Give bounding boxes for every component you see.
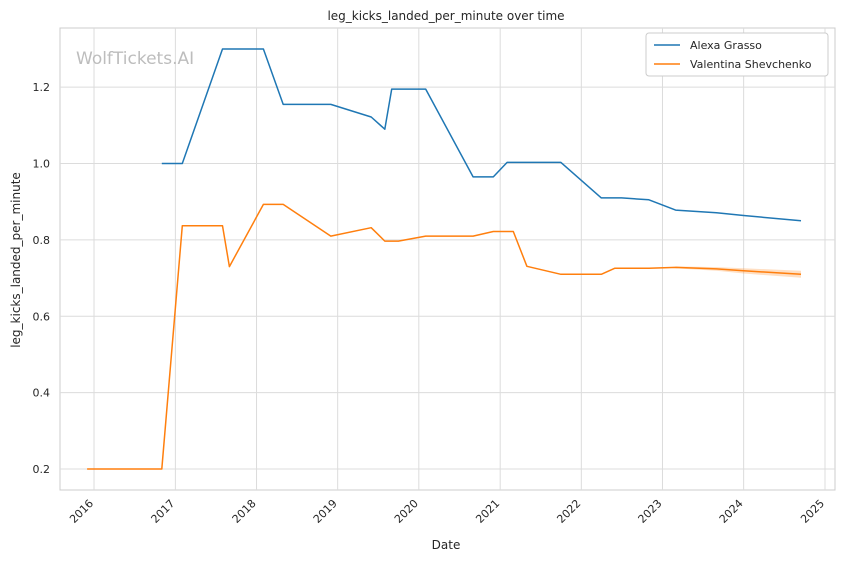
x-tick-label: 2022 bbox=[554, 497, 583, 526]
y-tick-label: 0.4 bbox=[33, 387, 51, 400]
legend-label-valentina-shevchenko: Valentina Shevchenko bbox=[690, 58, 812, 71]
series-lines bbox=[87, 48, 802, 470]
series-line-alexa-grasso bbox=[161, 48, 802, 222]
x-tick-label: 2019 bbox=[311, 497, 340, 526]
x-tick-label: 2021 bbox=[473, 497, 502, 526]
x-axis-title: Date bbox=[432, 538, 461, 552]
chart-title: leg_kicks_landed_per_minute over time bbox=[327, 9, 564, 23]
y-tick-label: 0.8 bbox=[33, 234, 51, 247]
legend-label-alexa-grasso: Alexa Grasso bbox=[690, 39, 762, 52]
x-tick-label: 2018 bbox=[230, 497, 259, 526]
x-tick-label: 2024 bbox=[717, 497, 746, 526]
watermark: WolfTickets.AI bbox=[76, 49, 194, 69]
plot-area bbox=[59, 27, 836, 491]
y-tick-label: 0.6 bbox=[33, 310, 51, 323]
x-tick-label: 2025 bbox=[798, 497, 827, 526]
y-tick-label: 1.0 bbox=[33, 158, 51, 171]
x-tick-label: 2020 bbox=[392, 497, 421, 526]
y-axis-ticks: 0.2 0.4 0.6 0.8 1.0 1.2 bbox=[33, 81, 51, 476]
x-tick-label: 2017 bbox=[149, 497, 178, 526]
y-tick-label: 1.2 bbox=[33, 81, 51, 94]
series-line-valentina-shevchenko bbox=[87, 203, 802, 470]
grid-lines bbox=[60, 28, 835, 490]
legend-box bbox=[645, 32, 829, 77]
legend: Alexa Grasso Valentina Shevchenko bbox=[645, 32, 829, 77]
x-tick-label: 2023 bbox=[636, 497, 665, 526]
x-axis-ticks: 2016 2017 2018 2019 2020 2021 2022 2023 2024 2025 bbox=[67, 497, 827, 526]
y-axis-title: leg_kicks_landed_per_minute bbox=[9, 172, 23, 348]
y-tick-label: 0.2 bbox=[33, 463, 51, 476]
x-tick-label: 2016 bbox=[67, 497, 96, 526]
